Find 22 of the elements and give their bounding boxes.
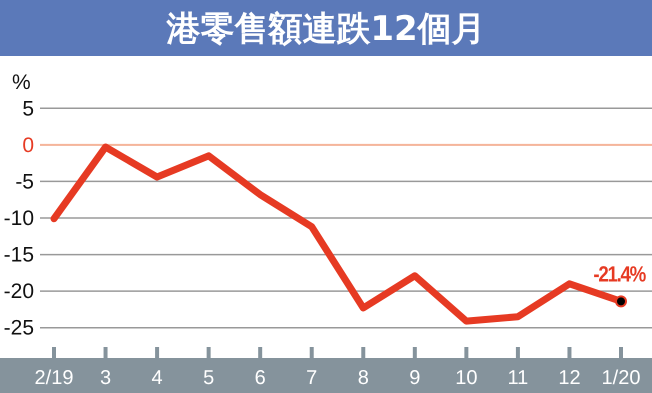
x-tick-label: 11 (508, 367, 528, 389)
x-tick-label: 12 (558, 367, 581, 389)
chart-title: 港零售額連跌12個月 (165, 9, 486, 49)
y-tick-label: -20 (4, 280, 34, 304)
x-tick-label: 2/19 (34, 367, 74, 389)
y-tick-label: -25 (4, 316, 34, 340)
x-tick-label: 4 (152, 367, 163, 389)
x-tick-label: 9 (409, 367, 420, 389)
y-tick-label: 5 (22, 97, 34, 120)
x-tick-label: 5 (203, 367, 214, 389)
y-axis-title: % (12, 71, 31, 94)
x-tick-label: 10 (455, 367, 478, 389)
x-tick-label: 8 (358, 367, 369, 389)
x-tick-label: 7 (306, 367, 318, 389)
y-tick-label: -5 (15, 170, 34, 194)
y-tick-label: -15 (4, 244, 34, 267)
annotation: -21.4% (593, 263, 646, 287)
x-tick-label: 1/20 (602, 367, 640, 389)
y-tick-label: -10 (4, 207, 34, 230)
x-tick-label: 6 (254, 367, 266, 389)
y-tick-label: 0 (22, 134, 34, 157)
x-tick-label: 3 (100, 367, 112, 389)
